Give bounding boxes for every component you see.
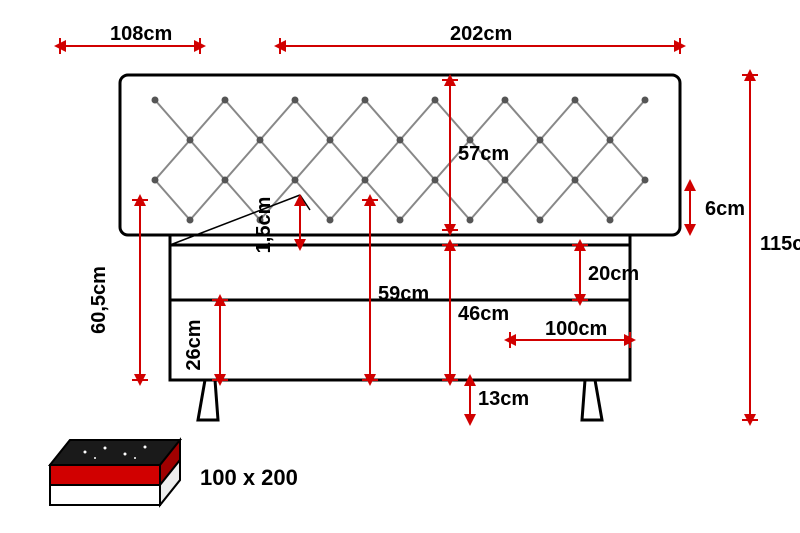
dim-total-height: 115cm bbox=[742, 75, 800, 420]
dim-label-upper-box: 20cm bbox=[588, 263, 639, 285]
dim-label-lower-inner: 26cm bbox=[183, 319, 205, 370]
mattress-size-label: 100 x 200 bbox=[200, 465, 298, 490]
headboard bbox=[120, 75, 680, 235]
dim-label-leg-height: 13cm bbox=[478, 388, 529, 410]
dim-side-height: 60,5cm bbox=[88, 200, 148, 380]
dim-label-base-height: 59cm bbox=[378, 283, 429, 305]
dim-label-headboard-height: 57cm bbox=[458, 143, 509, 165]
legs bbox=[198, 380, 602, 420]
dim-label-base-width: 100cm bbox=[545, 318, 607, 340]
dim-label-box-height: 46cm bbox=[458, 303, 509, 325]
dim-headboard-height: 57cm bbox=[442, 80, 509, 230]
dim-base-height: 59cm bbox=[362, 200, 429, 380]
dim-headboard-width: 202cm bbox=[280, 23, 680, 54]
dim-label-side-height: 60,5cm bbox=[88, 266, 110, 334]
dim-lower-inner: 26cm bbox=[183, 300, 228, 380]
dim-box-height: 46cm bbox=[442, 245, 509, 380]
dim-label-headboard-thick: 6cm bbox=[705, 198, 745, 220]
dim-label-headboard-depth: 108cm bbox=[110, 23, 172, 45]
technical-drawing: 108cm 202cm 57cm 6cm 115cm 60,5cm 1,5cm 26cm 59c… bbox=[0, 0, 800, 533]
dim-headboard-depth: 108cm bbox=[60, 23, 200, 54]
dim-leg-height: 13cm bbox=[470, 380, 529, 420]
dim-label-total-height: 115cm bbox=[760, 233, 800, 255]
mattress-size-icon: 100 x 200 bbox=[50, 440, 298, 505]
dim-headboard-thick: 6cm bbox=[690, 185, 745, 230]
dim-label-topper-thick: 1,5cm bbox=[253, 197, 275, 254]
dim-base-width: 100cm bbox=[510, 318, 630, 348]
dim-label-headboard-width: 202cm bbox=[450, 23, 512, 45]
tufting-pattern bbox=[152, 97, 649, 224]
